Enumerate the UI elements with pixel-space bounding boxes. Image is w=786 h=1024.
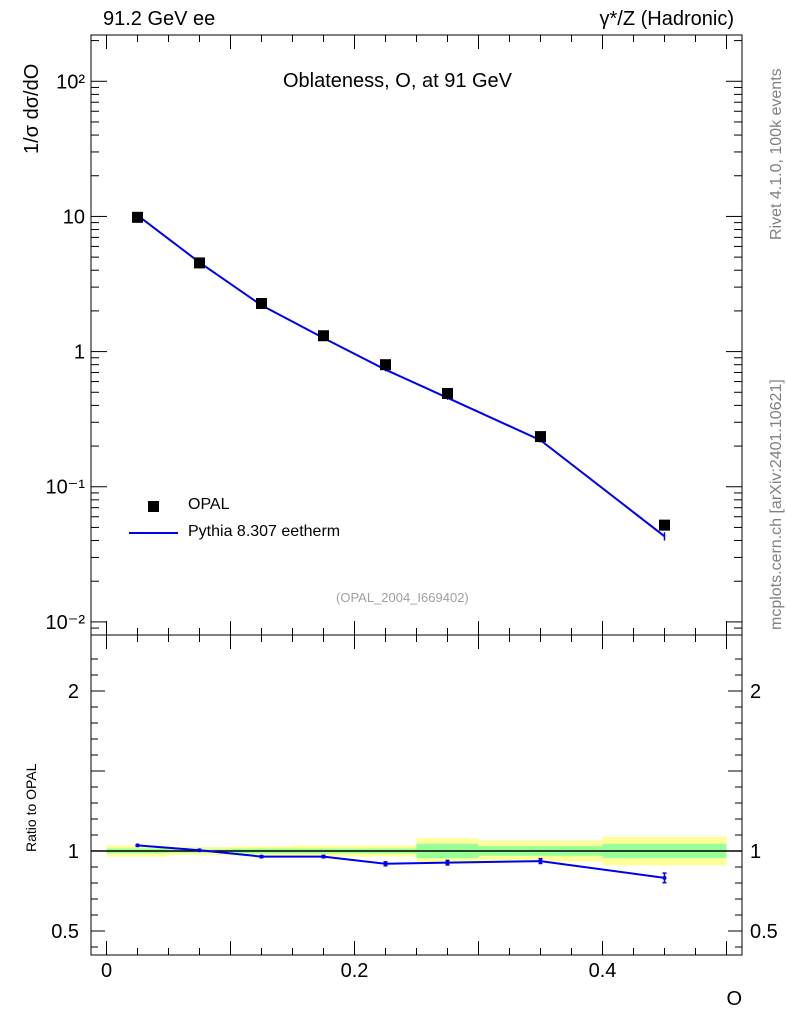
- page-title-left: 91.2 GeV ee: [103, 8, 216, 30]
- legend-label-opal: OPAL: [188, 496, 230, 513]
- ratio-point: [662, 875, 667, 880]
- opal-data-point: [380, 359, 391, 371]
- main-y-tick-label: 10: [63, 206, 85, 228]
- ratio-y-tick-label-right: 1: [750, 841, 761, 863]
- ratio-point: [197, 848, 202, 853]
- main-y-tick-label: 10⁻²: [46, 612, 86, 634]
- ratio-point: [321, 854, 326, 859]
- ratio-y-tick-label: 1: [68, 841, 79, 863]
- ratio-point: [383, 861, 388, 866]
- ratio-point: [538, 859, 543, 864]
- ratio-y-tick-label: 0.5: [51, 921, 79, 943]
- x-tick-label: 0.2: [341, 960, 369, 982]
- opal-data-point: [442, 387, 453, 399]
- analysis-reference: (OPAL_2004_I669402): [336, 590, 469, 605]
- opal-data-point: [256, 297, 267, 309]
- main-y-tick-label: 1: [74, 342, 85, 364]
- x-tick-label: 0.4: [589, 960, 617, 982]
- x-tick-label: 0: [101, 960, 112, 982]
- opal-data-point: [535, 431, 546, 443]
- ratio-series-line: [137, 844, 665, 879]
- pythia-series-line: [136, 214, 666, 538]
- ratio-plot-frame: [90, 634, 743, 956]
- page-title-right: γ*/Z (Hadronic): [599, 8, 734, 30]
- legend-marker-opal: [148, 501, 159, 512]
- legend-label-pythia: Pythia 8.307 eetherm: [188, 523, 341, 540]
- main-plot-frame: [90, 34, 743, 636]
- ratio-point: [135, 843, 140, 848]
- opal-data-point: [194, 257, 205, 269]
- opal-data-point: [318, 330, 329, 342]
- main-y-tick-label: 10²: [56, 71, 85, 93]
- ratio-point: [445, 860, 450, 865]
- ratio-y-tick-label: 2: [68, 681, 79, 703]
- main-y-tick-label: 10⁻¹: [46, 477, 86, 499]
- plot-title: Oblateness, O, at 91 GeV: [283, 70, 513, 92]
- x-axis-label: O: [726, 988, 742, 1010]
- ratio-y-tick-label-right: 0.5: [750, 921, 778, 943]
- ratio-y-tick-label-right: 2: [750, 681, 761, 703]
- opal-data-point: [659, 519, 670, 531]
- ratio-point: [259, 854, 264, 859]
- opal-data-point: [132, 211, 143, 223]
